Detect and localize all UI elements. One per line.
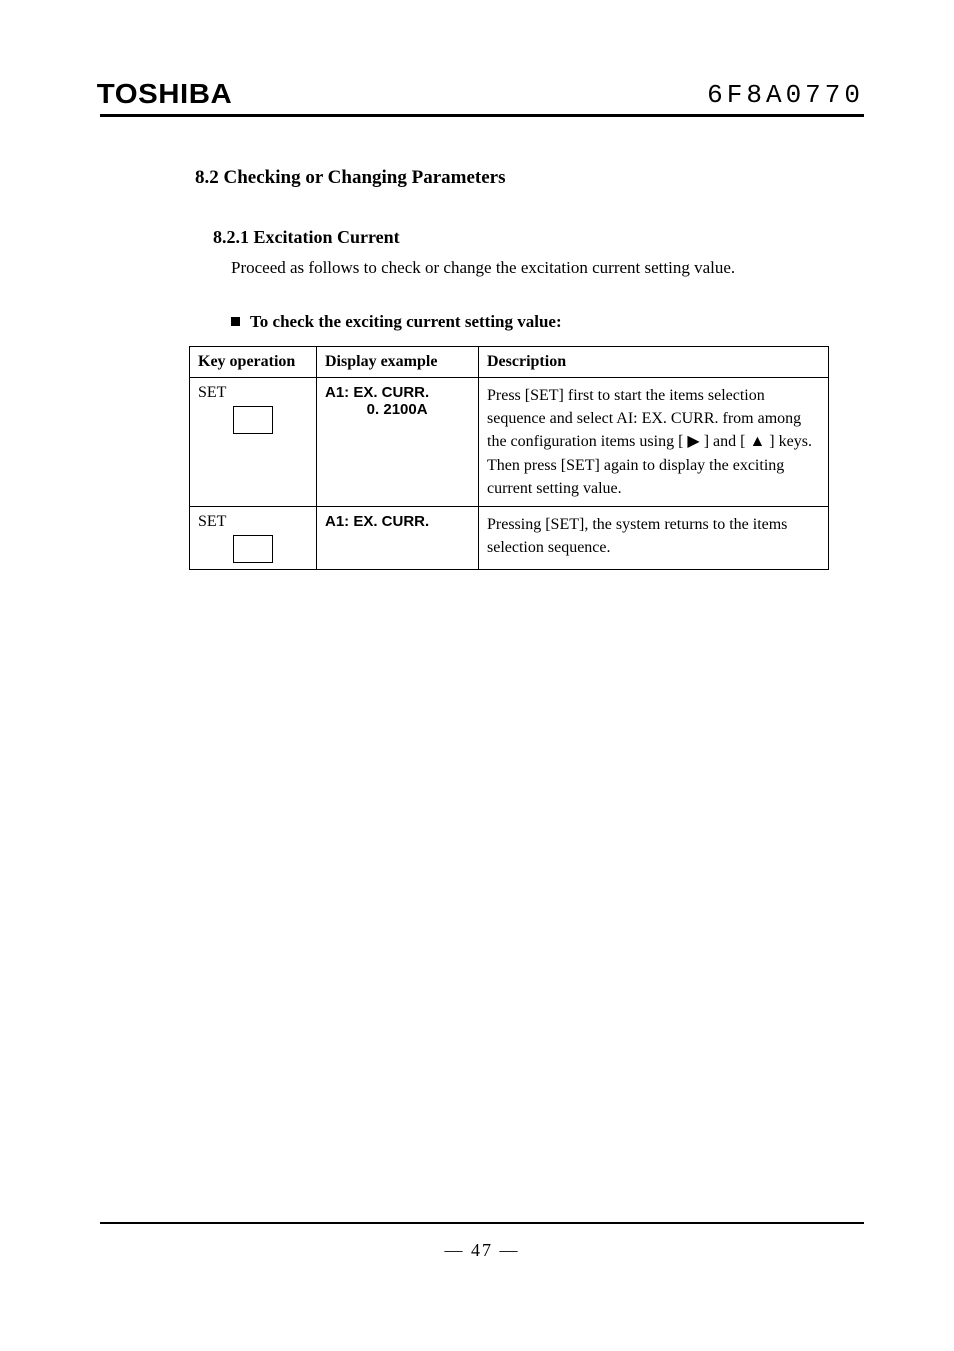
col-header-key: Key operation [190, 347, 317, 378]
bullet-heading: To check the exciting current setting va… [231, 312, 864, 332]
key-button-icon [233, 406, 273, 434]
brand-logo: TOSHIBA [97, 78, 232, 110]
display-example-cell: A1: EX. CURR. [317, 506, 479, 569]
bullet-text: To check the exciting current setting va… [250, 312, 562, 331]
procedure-table: Key operation Display example Descriptio… [189, 346, 829, 570]
content-area: 8.2 Checking or Changing Parameters 8.2.… [100, 117, 864, 570]
intro-paragraph: Proceed as follows to check or change th… [231, 258, 864, 278]
description-cell: Press [SET] first to start the items sel… [479, 378, 829, 507]
table-row: SET A1: EX. CURR. Pressing [SET], the sy… [190, 506, 829, 569]
page: TOSHIBA 6F8A0770 8.2 Checking or Changin… [0, 0, 954, 1351]
page-footer: — 47 — [100, 1222, 864, 1261]
col-header-desc: Description [479, 347, 829, 378]
section-heading: 8.2 Checking or Changing Parameters [195, 167, 864, 189]
key-label: SET [198, 384, 308, 402]
subsection-heading: 8.2.1 Excitation Current [213, 227, 864, 248]
table-row: SET A1: EX. CURR. 0. 2100A Press [SET] f… [190, 378, 829, 507]
key-button-icon [233, 535, 273, 563]
display-example-cell: A1: EX. CURR. 0. 2100A [317, 378, 479, 507]
col-header-display: Display example [317, 347, 479, 378]
page-number: — 47 — [445, 1240, 520, 1260]
square-bullet-icon [231, 317, 240, 326]
description-cell: Pressing [SET], the system returns to th… [479, 506, 829, 569]
page-header: TOSHIBA 6F8A0770 [100, 78, 864, 117]
key-operation-cell: SET [190, 506, 317, 569]
document-number: 6F8A0770 [707, 80, 864, 110]
key-label: SET [198, 513, 308, 531]
key-operation-cell: SET [190, 378, 317, 507]
table-header-row: Key operation Display example Descriptio… [190, 347, 829, 378]
